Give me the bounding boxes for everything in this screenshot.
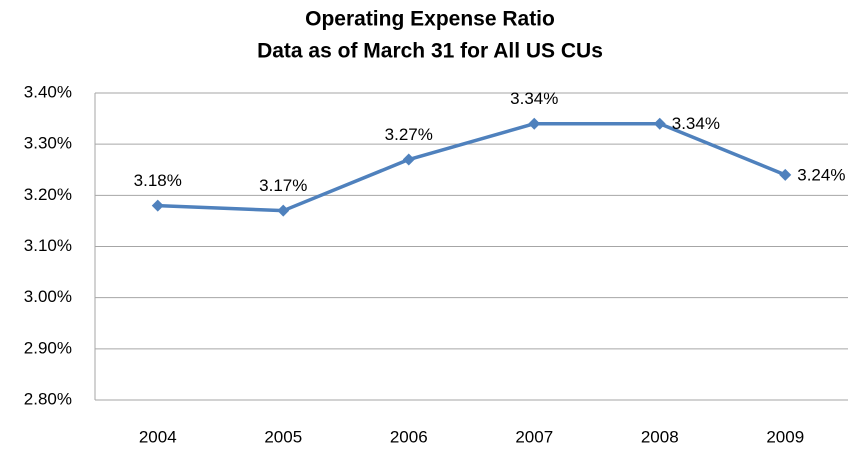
y-tick-label: 3.00% [24, 287, 72, 306]
y-tick-label: 3.20% [24, 185, 72, 204]
marker [779, 168, 792, 181]
marker [277, 204, 290, 217]
x-tick-label: 2008 [641, 427, 679, 446]
data-label: 3.27% [385, 125, 433, 144]
data-label: 3.17% [259, 176, 307, 195]
x-tick-label: 2009 [766, 427, 804, 446]
data-label: 3.34% [510, 89, 558, 108]
y-tick-label: 3.30% [24, 134, 72, 153]
marker [528, 117, 541, 130]
line [157, 121, 786, 213]
data-label: 3.24% [797, 165, 845, 184]
marker [151, 199, 164, 212]
data-label: 3.18% [134, 171, 182, 190]
data-label: 3.34% [672, 114, 720, 133]
x-tick-label: 2005 [264, 427, 302, 446]
x-tick-label: 2006 [390, 427, 428, 446]
x-tick-label: 2004 [139, 427, 177, 446]
y-tick-label: 2.80% [24, 389, 72, 408]
x-tick-label: 2007 [515, 427, 553, 446]
marker [653, 117, 666, 130]
y-tick-label: 2.90% [24, 338, 72, 357]
marker [402, 153, 415, 166]
chart-title: Operating Expense Ratio [305, 8, 555, 31]
y-tick-label: 3.10% [24, 236, 72, 255]
y-tick-label: 3.40% [24, 82, 72, 101]
chart-subtitle: Data as of March 31 for All US CUs [257, 40, 603, 63]
